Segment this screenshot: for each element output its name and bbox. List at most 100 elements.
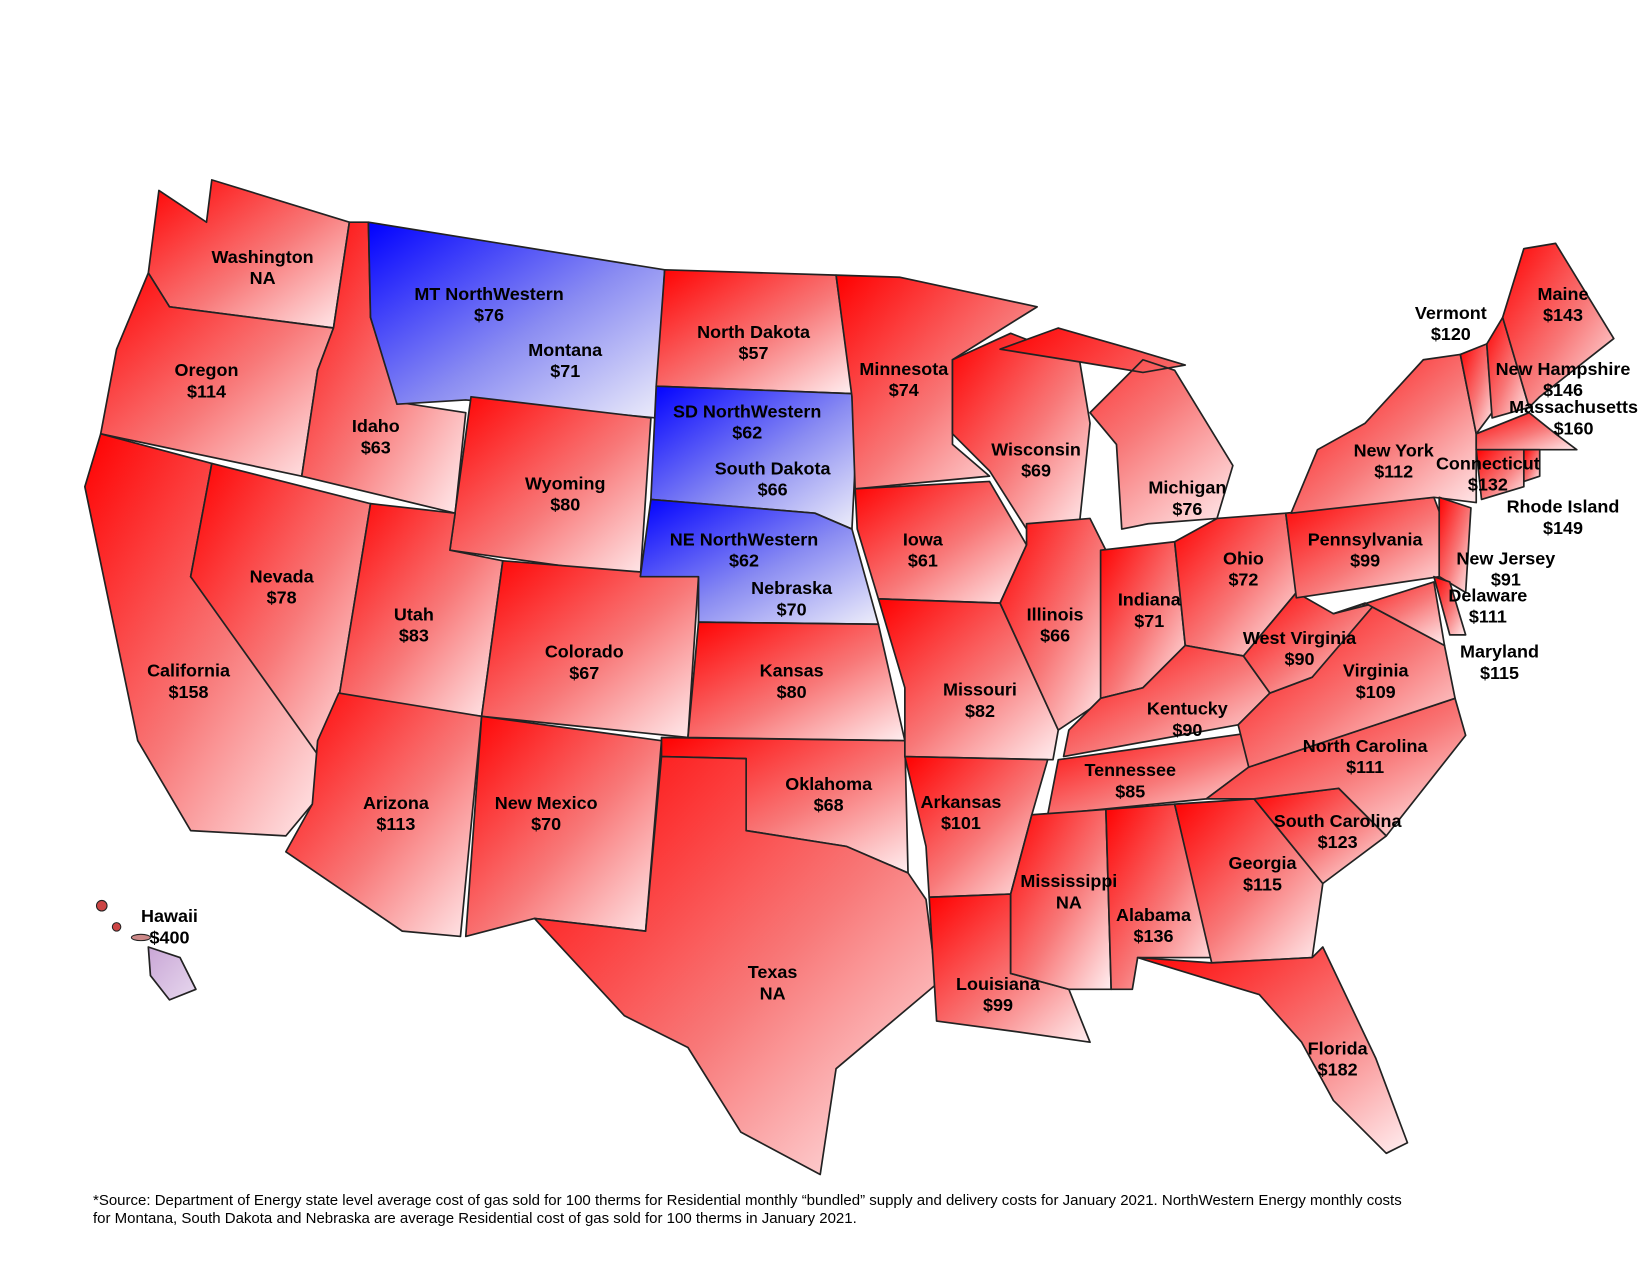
state-shape (464, 715, 663, 938)
state-cost: $158 (169, 682, 209, 702)
state-name: Ohio (1223, 548, 1264, 568)
state-shape (1522, 448, 1541, 483)
state-cost: $99 (983, 995, 1013, 1015)
state-cost: $91 (1491, 570, 1521, 590)
state-cost: $109 (1356, 682, 1396, 702)
state-name: New York (1354, 441, 1435, 461)
state-cost: $62 (729, 551, 759, 571)
state-cost: $85 (1115, 781, 1145, 801)
state-name: South Carolina (1274, 811, 1403, 831)
state-shape (835, 274, 1038, 490)
state-cost: $143 (1543, 305, 1583, 325)
state-name: Hawaii (141, 906, 198, 926)
state-cost: $74 (889, 380, 919, 400)
state-cost: $83 (399, 626, 429, 646)
state-shape (1290, 353, 1478, 515)
state-name: Utah (394, 605, 434, 625)
state-cost: $99 (1350, 551, 1380, 571)
state-cost: $66 (1040, 626, 1070, 646)
state-name: Colorado (545, 642, 624, 662)
state-name: Washington (212, 247, 314, 267)
state-name: Massachusetts (1509, 397, 1638, 417)
state-name: Louisiana (956, 974, 1041, 994)
state-cost: $67 (569, 663, 599, 683)
state-cost: $111 (1346, 757, 1384, 777)
state-shape (1173, 798, 1324, 964)
footnote: *Source: Department of Energy state leve… (93, 1192, 1402, 1227)
state-shape (1475, 411, 1578, 451)
state-name: Virginia (1343, 661, 1410, 681)
state-name: Delaware (1448, 586, 1527, 606)
state-name: Rhode Island (1507, 497, 1620, 517)
state-name: Texas (748, 962, 798, 982)
state-cost: $78 (267, 588, 297, 608)
state-name: Illinois (1027, 605, 1084, 625)
state-cost: $63 (361, 437, 391, 457)
state-cost: $72 (1228, 570, 1258, 590)
state-name: Connecticut (1436, 453, 1540, 473)
state-name: Arizona (363, 793, 430, 813)
state-name: NE NorthWestern (670, 529, 818, 549)
state-name: West Virginia (1243, 628, 1357, 648)
state-name: Mississippi (1020, 871, 1117, 891)
state-name: Alabama (1116, 905, 1192, 925)
state-cost: $115 (1480, 663, 1519, 683)
state-cost: $80 (777, 682, 807, 702)
state-name: Missouri (943, 680, 1017, 700)
state-name: New Jersey (1456, 548, 1555, 568)
state-cost: $70 (531, 814, 561, 834)
state-cost: $120 (1431, 324, 1471, 344)
state-name: California (147, 661, 231, 681)
state-name: Kansas (760, 661, 824, 681)
state-name: Florida (1308, 1038, 1369, 1058)
state-cost: $90 (1285, 649, 1315, 669)
state-name: MT NorthWestern (414, 284, 563, 304)
island (95, 899, 108, 912)
state-cost: $114 (187, 381, 226, 401)
state-name: Iowa (903, 529, 944, 549)
state-shape (1475, 448, 1525, 501)
state-cost: $61 (908, 551, 938, 571)
state-cost: $146 (1543, 380, 1583, 400)
state-name: Wyoming (525, 473, 606, 493)
state-name: Idaho (352, 416, 400, 436)
state-cost: $71 (1134, 611, 1164, 631)
state-shape (367, 221, 666, 419)
state-cost: NA (760, 983, 786, 1003)
state-name: Tennessee (1084, 760, 1176, 780)
state-name: Oklahoma (785, 774, 873, 794)
state-name: Kentucky (1147, 699, 1228, 719)
state-cost: $111 (1469, 607, 1507, 627)
island (111, 922, 122, 932)
state-cost: NA (1056, 892, 1082, 912)
state-name: Nevada (250, 566, 315, 586)
state-name: Michigan (1148, 478, 1226, 498)
state-cost: $160 (1554, 418, 1594, 438)
state-cost: $90 (1172, 720, 1202, 740)
state-cost: NA (250, 268, 276, 288)
state-name: Arkansas (920, 792, 1001, 812)
state-cost: $71 (550, 361, 580, 381)
state-cost: $101 (941, 813, 981, 833)
state-shape (1501, 242, 1615, 409)
state-cost: $113 (376, 814, 415, 834)
state-name: Nebraska (751, 578, 833, 598)
state-cost: $132 (1468, 474, 1508, 494)
state-cost: $82 (965, 701, 995, 721)
state-cost: $400 (149, 927, 189, 947)
state-shape (1136, 946, 1409, 1155)
state-name: Maine (1538, 284, 1589, 304)
state-name: Minnesota (859, 359, 949, 379)
state-name: Maryland (1460, 642, 1539, 662)
state-name: New Mexico (495, 793, 598, 813)
state-cost: $112 (1374, 462, 1413, 482)
state-name: Wisconsin (991, 439, 1081, 459)
state-shape (1332, 581, 1446, 647)
state-cost: $66 (758, 480, 788, 500)
state-name: Georgia (1229, 853, 1298, 873)
state-name: Vermont (1415, 303, 1487, 323)
state-cost: $76 (474, 305, 504, 325)
state-cost: $182 (1318, 1060, 1358, 1080)
state-shape (147, 946, 197, 1001)
state-name: North Carolina (1303, 736, 1429, 756)
